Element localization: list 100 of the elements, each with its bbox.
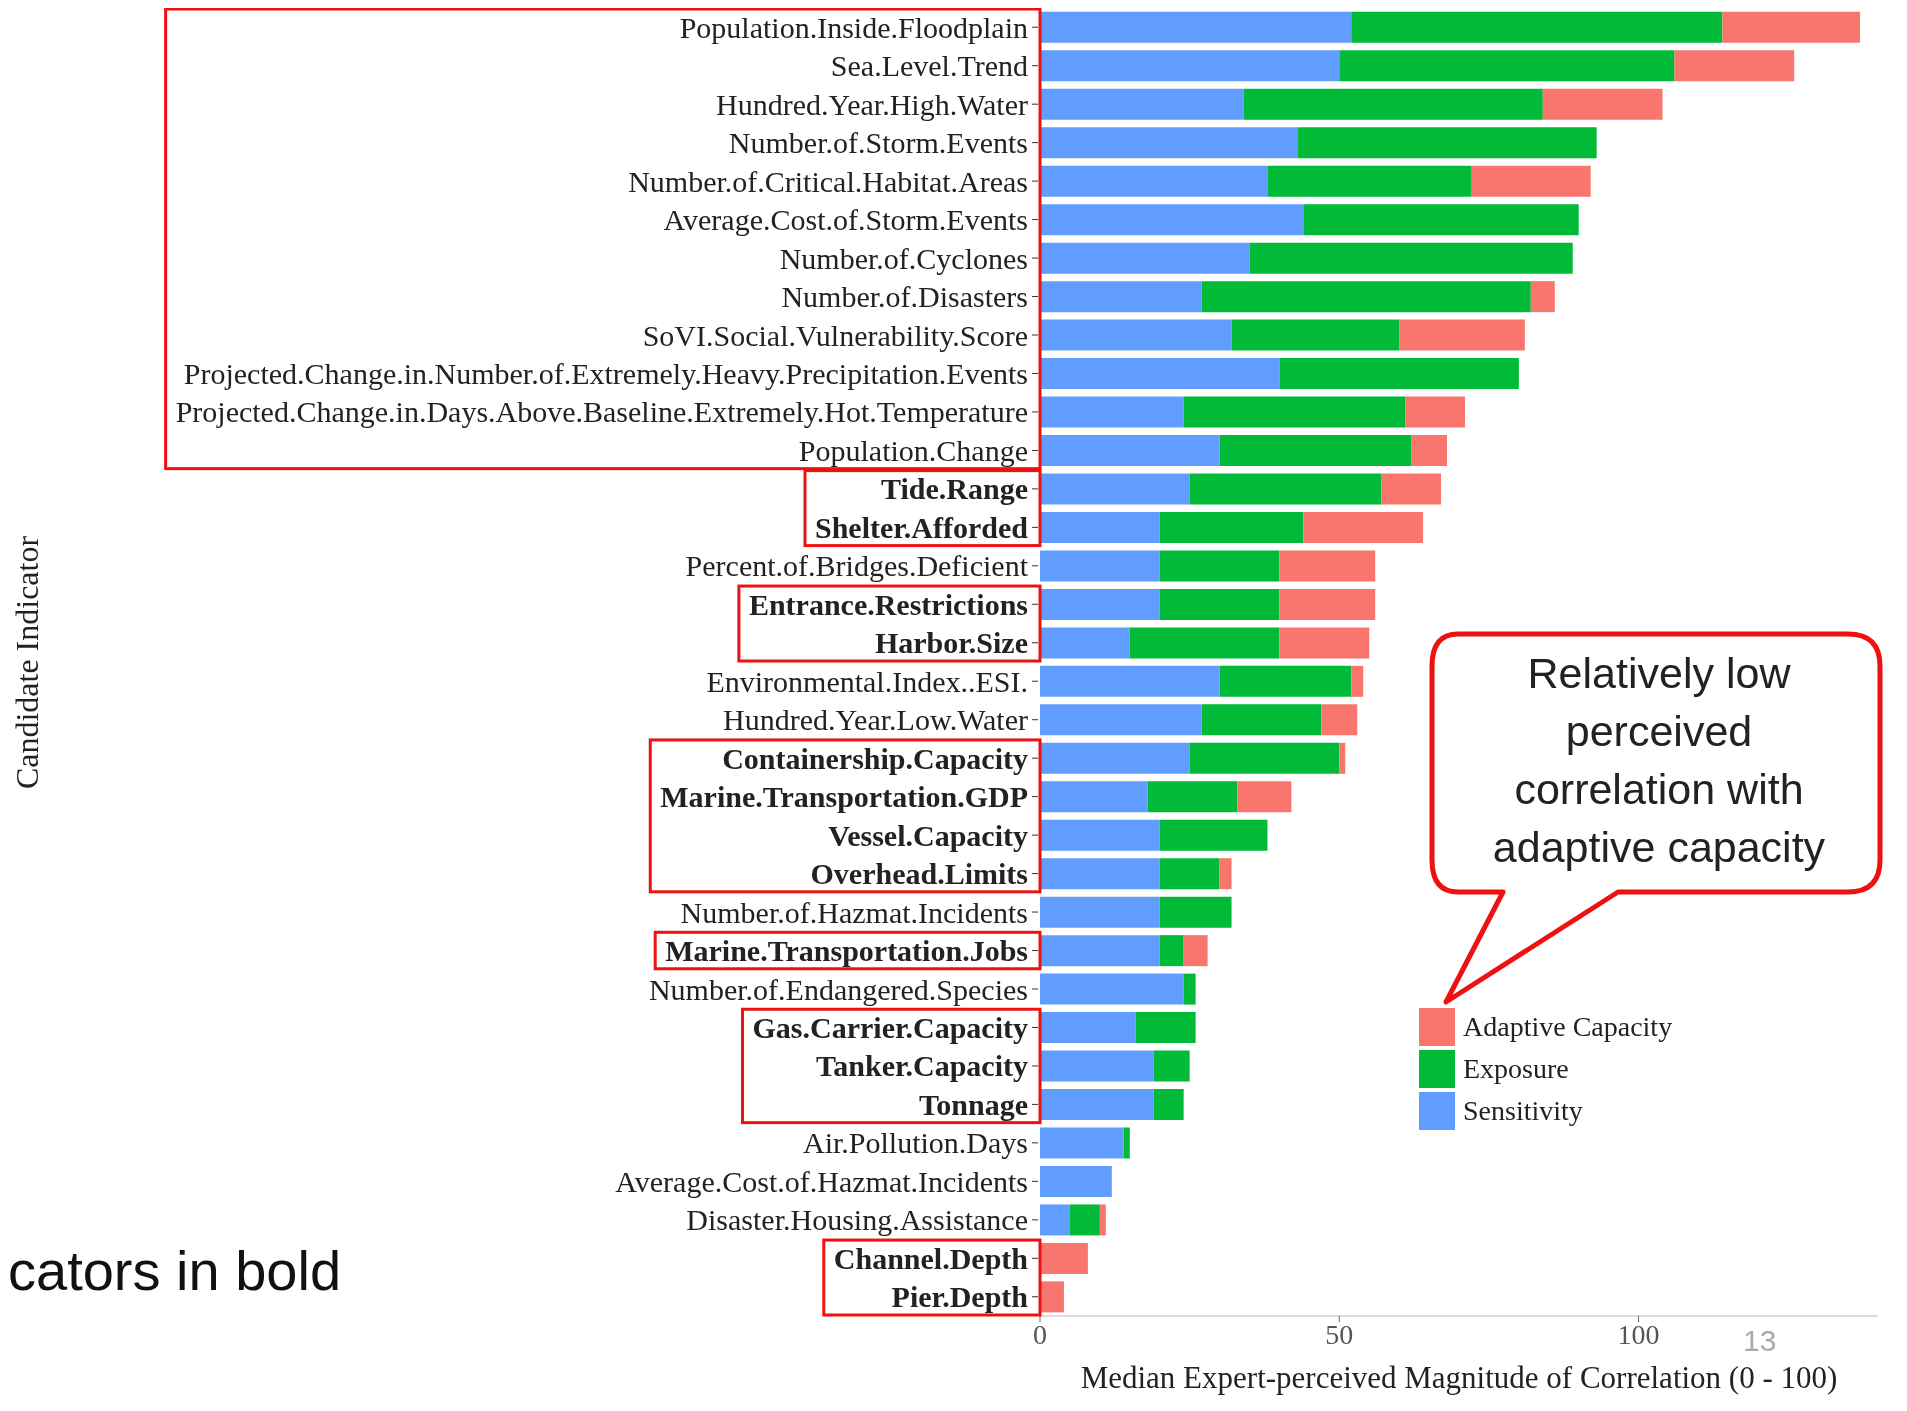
y-tick-label: Number.of.Disasters — [781, 280, 1028, 314]
bar — [1159, 588, 1280, 620]
bar — [1722, 11, 1861, 43]
y-tick-label: Harbor.Size — [874, 626, 1028, 660]
bar — [1040, 511, 1160, 543]
bar — [1040, 165, 1268, 197]
bar — [1069, 1204, 1100, 1236]
y-tick-label: Population.Inside.Floodplain — [679, 10, 1028, 44]
bar — [1123, 1127, 1130, 1159]
y-tick-label: Air.Pollution.Days — [802, 1126, 1028, 1160]
y-tick-label: Population.Change — [798, 433, 1028, 467]
bar — [1040, 1242, 1088, 1274]
bar — [1040, 1012, 1136, 1044]
bar — [1040, 781, 1148, 813]
y-tick-label: Disaster.Housing.Assistance — [686, 1203, 1028, 1237]
y-tick-label: Environmental.Index..ESI. — [706, 664, 1028, 698]
y-tick-label: Marine.Transportation.Jobs — [665, 934, 1028, 968]
bar — [1040, 896, 1160, 928]
y-tick-label: SoVI.Social.Vulnerability.Score — [642, 318, 1028, 352]
bar — [1159, 935, 1184, 967]
bar — [1040, 1089, 1154, 1121]
bar — [1135, 1012, 1196, 1044]
bar — [1189, 473, 1382, 505]
bar — [1237, 781, 1292, 813]
bar — [1381, 473, 1442, 505]
bar — [1159, 511, 1304, 543]
bar — [1183, 396, 1406, 428]
bar — [1219, 665, 1352, 697]
bar — [1189, 742, 1340, 774]
bar — [1099, 1204, 1106, 1236]
y-tick-label: Sea.Level.Trend — [830, 49, 1028, 83]
bar — [1339, 742, 1346, 774]
y-tick-label: Overhead.Limits — [810, 857, 1028, 891]
bar — [1040, 1204, 1070, 1236]
bar — [1153, 1089, 1184, 1121]
bar — [1040, 1281, 1064, 1313]
bar — [1040, 1165, 1112, 1197]
legend-label: Sensitivity — [1463, 1095, 1583, 1127]
bar — [1040, 665, 1220, 697]
y-tick-label: Containership.Capacity — [722, 741, 1028, 775]
bar — [1040, 281, 1202, 313]
bar — [1040, 704, 1202, 736]
y-tick-label: Average.Cost.of.Hazmat.Incidents — [615, 1164, 1028, 1198]
bar — [1219, 858, 1232, 890]
y-tick-label: Shelter.Afforded — [814, 510, 1029, 544]
bar — [1674, 50, 1795, 82]
bar — [1267, 165, 1471, 197]
y-tick-label: Pier.Depth — [891, 1280, 1029, 1314]
bar — [1147, 781, 1238, 813]
y-tick-label: Vessel.Capacity — [828, 818, 1028, 852]
bar — [1040, 1127, 1124, 1159]
bar — [1040, 88, 1244, 120]
bar — [1040, 473, 1190, 505]
text: 13 — [1743, 1324, 1777, 1358]
bar — [1219, 435, 1412, 467]
bar — [1183, 973, 1196, 1005]
y-tick-label: Tide.Range — [881, 472, 1028, 506]
y-tick-label: Projected.Change.in.Number.of.Extremely.Heavy.Precipitation.Events — [183, 356, 1028, 390]
bar — [1040, 819, 1160, 851]
bar — [1201, 281, 1531, 313]
y-tick-label: Marine.Transportation.GDP — [660, 780, 1028, 814]
bar — [1040, 50, 1340, 82]
y-tick-label: Gas.Carrier.Capacity — [752, 1010, 1028, 1044]
legend-label: Exposure — [1463, 1053, 1569, 1085]
bar — [1542, 88, 1663, 120]
bar — [1040, 127, 1298, 159]
y-tick-label: Average.Cost.of.Storm.Events — [663, 203, 1028, 237]
text: cators in bold — [8, 1238, 342, 1303]
bar — [1303, 511, 1424, 543]
bar — [1040, 588, 1160, 620]
y-axis-title: Candidate Indicator — [9, 535, 47, 789]
bar — [1040, 358, 1280, 390]
bar — [1279, 550, 1376, 582]
bar — [1249, 242, 1573, 274]
x-tick-label: 50 — [1325, 1318, 1354, 1350]
bar — [1183, 935, 1208, 967]
bar — [1351, 665, 1364, 697]
y-tick-label: Hundred.Year.High.Water — [716, 87, 1029, 121]
bar — [1159, 819, 1268, 851]
y-tick-label: Channel.Depth — [833, 1241, 1029, 1275]
y-tick-label: Entrance.Restrictions — [748, 587, 1028, 621]
bar — [1530, 281, 1555, 313]
y-tick-label: Tanker.Capacity — [816, 1049, 1028, 1083]
bar — [1351, 11, 1723, 43]
y-tick-label: Projected.Change.in.Days.Above.Baseline.Extremely.Hot.Temperature — [175, 395, 1028, 429]
bar — [1470, 165, 1591, 197]
bar — [1159, 550, 1280, 582]
y-tick-label: Number.of.Endangered.Species — [648, 972, 1028, 1006]
bar — [1040, 204, 1304, 236]
bar — [1040, 858, 1160, 890]
legend-label: Adaptive Capacity — [1463, 1011, 1673, 1043]
y-tick-label: Tonnage — [919, 1087, 1028, 1121]
bar — [1303, 204, 1579, 236]
bar — [1040, 742, 1190, 774]
x-tick-label: 0 — [1033, 1318, 1047, 1350]
bar — [1339, 50, 1675, 82]
bar — [1040, 435, 1220, 467]
bar — [1040, 319, 1232, 351]
y-tick-label: Number.of.Critical.Habitat.Areas — [628, 164, 1028, 198]
bar — [1040, 935, 1160, 967]
